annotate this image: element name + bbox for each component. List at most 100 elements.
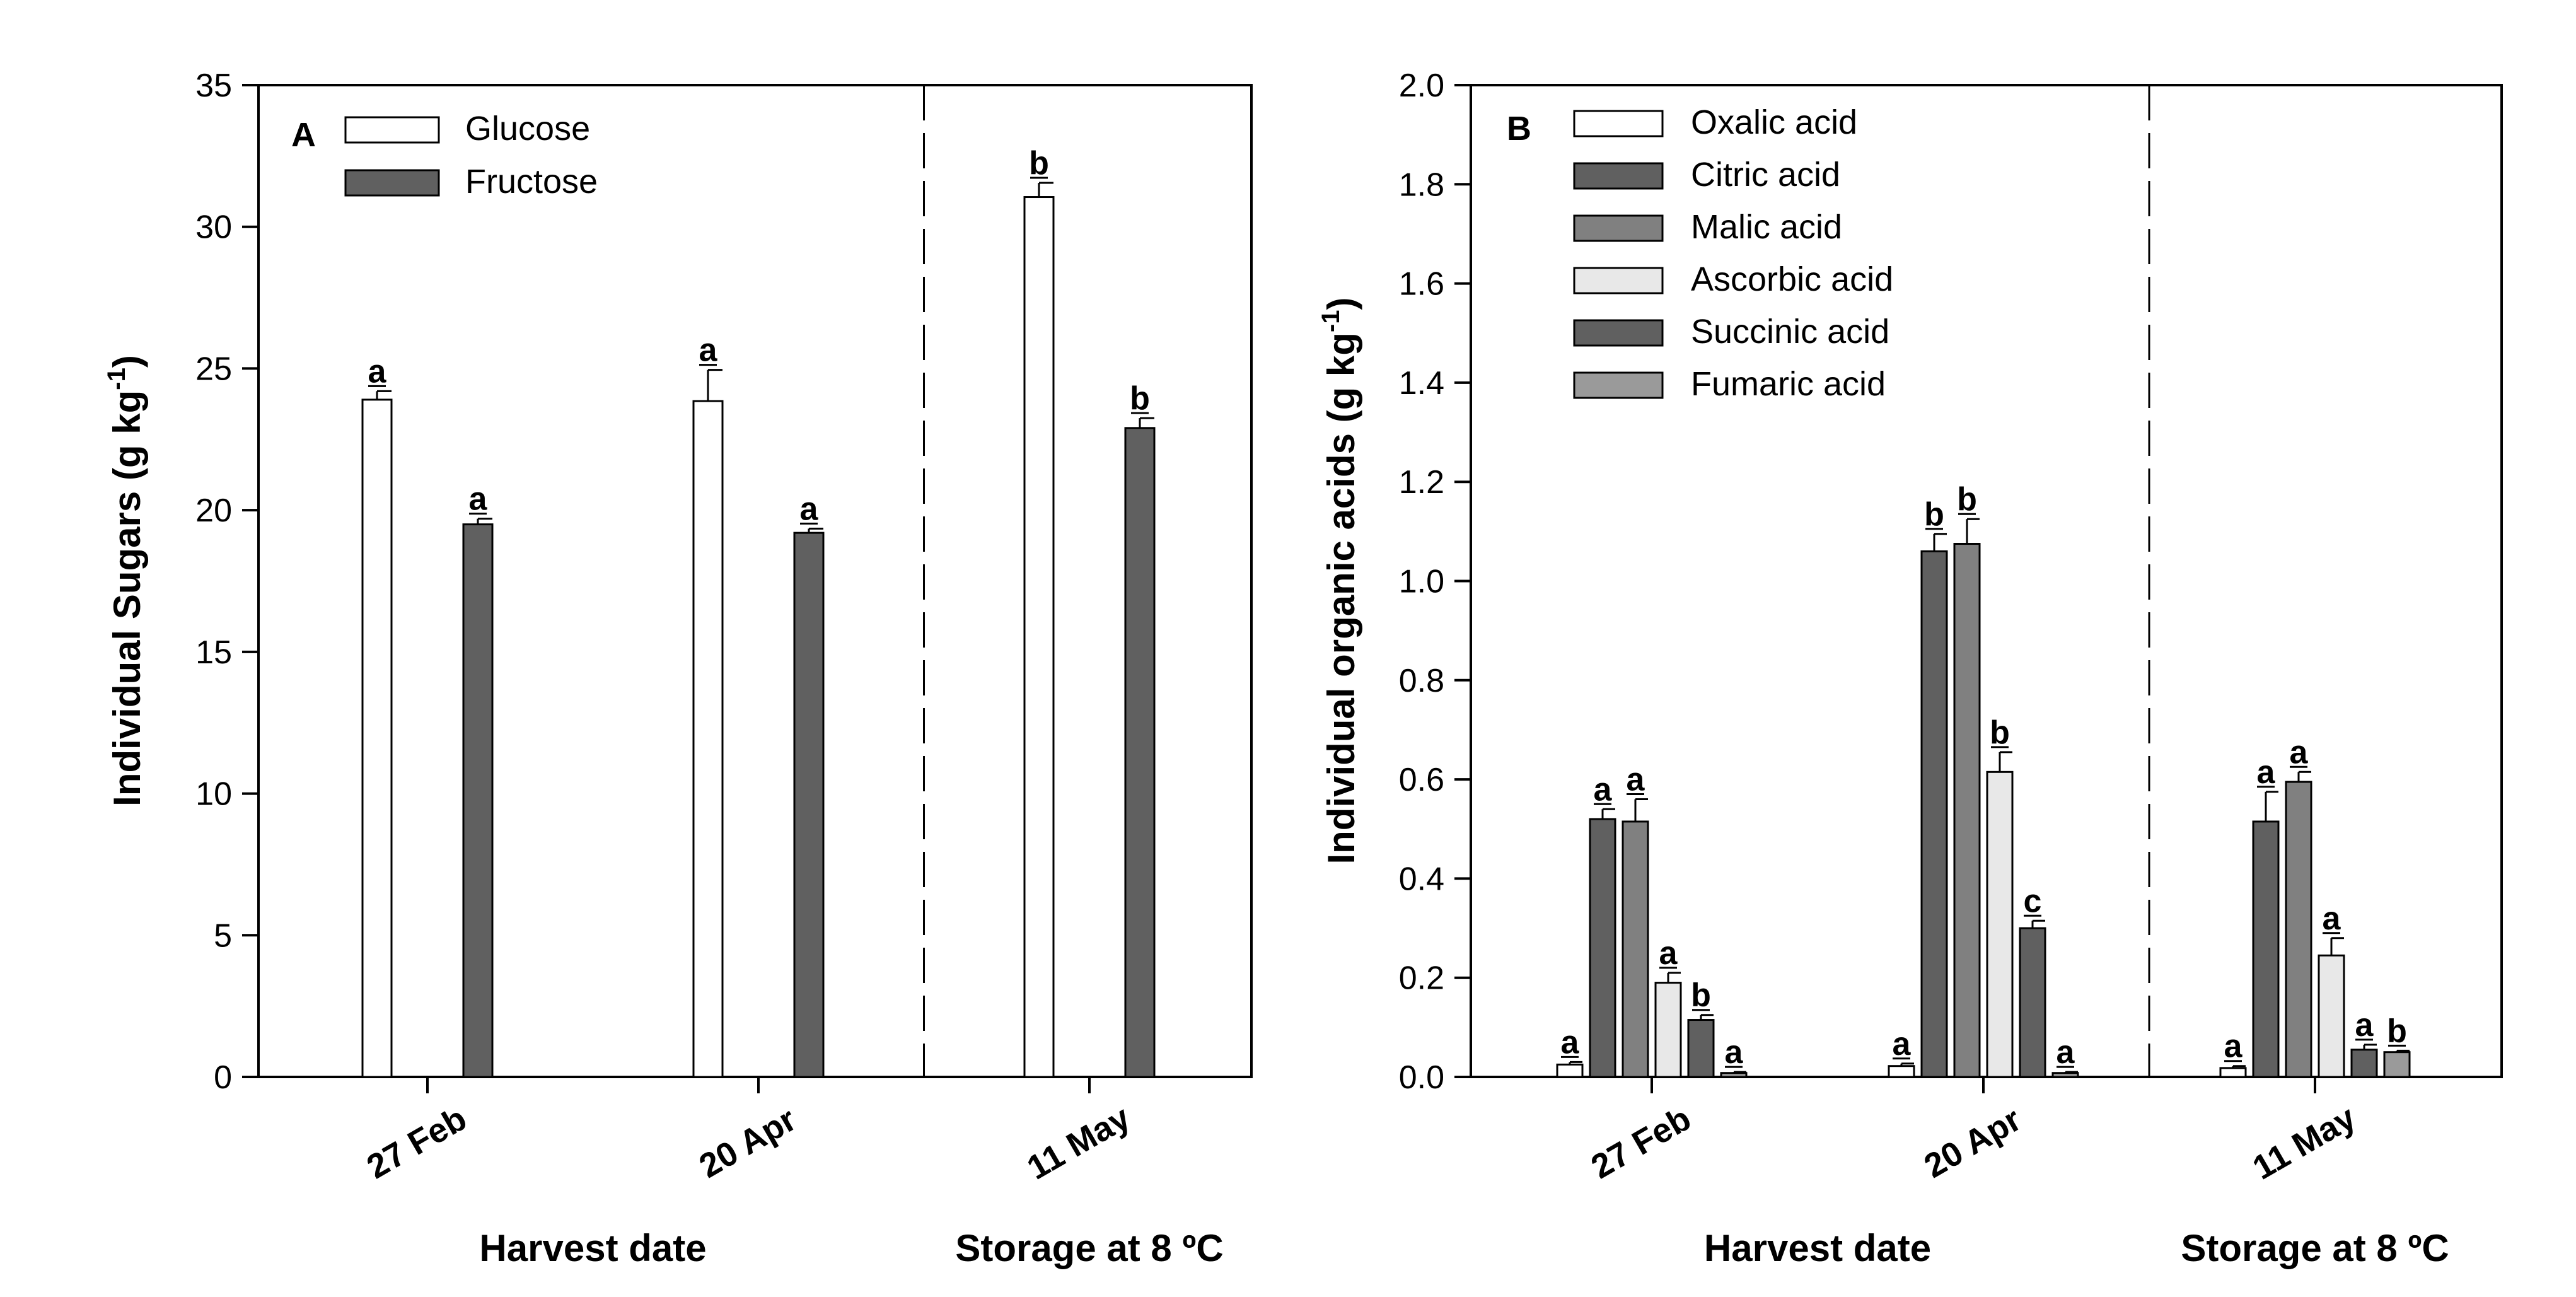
significance-letter: a <box>1725 1034 1744 1071</box>
bar-succinic-acid <box>2019 927 2046 1078</box>
legend-label: Citric acid <box>1691 156 1840 194</box>
x-group-label: Storage at 8 ºC <box>955 1227 1223 1269</box>
y-tick-label: 0.8 <box>1399 663 1444 699</box>
bar-malic-acid <box>2285 781 2312 1078</box>
legend-swatch <box>344 116 440 144</box>
significance-letter: b <box>2387 1013 2407 1049</box>
x-tick-label: 11 May <box>1021 1098 1136 1187</box>
y-axis-title-sup: -1 <box>1317 310 1345 332</box>
panel-letter: A <box>291 116 316 154</box>
bar-fructose <box>793 532 825 1078</box>
bar-fumaric-acid <box>1720 1072 1748 1078</box>
significance-letter: a <box>1659 935 1678 972</box>
bar-citric-acid <box>2252 820 2280 1078</box>
bar-ascorbic-acid <box>1654 982 1682 1078</box>
y-tick-label: 5 <box>214 917 232 954</box>
y-axis-title-close: ) <box>106 355 148 368</box>
y-tick-label: 25 <box>195 351 232 387</box>
significance-letter: a <box>2323 900 2341 937</box>
y-axis-title: Individual Sugars (g kg-1) <box>103 355 148 806</box>
x-group-label: Harvest date <box>1704 1227 1931 1269</box>
significance-letter: a <box>800 491 819 527</box>
legend-swatch <box>1573 110 1664 137</box>
bar-oxalic-acid <box>2219 1067 2247 1078</box>
legend-swatch <box>1573 371 1664 399</box>
x-group-label: Storage at 8 ºC <box>2181 1227 2449 1269</box>
significance-letter: a <box>1594 771 1613 808</box>
panel-b: 0.0 0.2 0.4 0.6 0.8 1.0 1.2 1.4 1.6 1.8 2.0 Individ… <box>1317 67 2503 1269</box>
bar-fumaric-acid <box>2051 1072 2079 1078</box>
y-tick-label: 0.2 <box>1399 960 1444 997</box>
bar-fructose <box>462 523 494 1078</box>
bar-citric-acid <box>1589 818 1616 1078</box>
bar-citric-acid <box>1920 550 1948 1078</box>
plot-frame <box>257 84 1253 1078</box>
bar-ascorbic-acid <box>2318 954 2345 1078</box>
x-tick-label: 20 Apr <box>693 1100 803 1185</box>
y-tick-label: 15 <box>195 634 232 671</box>
x-tick-label: 11 May <box>2246 1098 2362 1187</box>
legend-label: Oxalic acid <box>1691 103 1857 141</box>
y-axis-title-close: ) <box>1320 297 1362 310</box>
bar-malic-acid <box>1622 820 1649 1078</box>
significance-letter: b <box>1029 145 1049 182</box>
panel-letter: B <box>1507 110 1531 148</box>
x-group-label: Harvest date <box>479 1227 706 1269</box>
significance-letter: a <box>2257 754 2276 791</box>
x-tick-label: 27 Feb <box>361 1100 473 1187</box>
significance-letter: a <box>2057 1034 2075 1071</box>
y-tick-label: 0.6 <box>1399 762 1444 798</box>
y-tick-label: 0.4 <box>1399 861 1444 897</box>
significance-letter: b <box>1130 380 1150 417</box>
y-axis-title: Individual organic acids (g kg-1) <box>1317 297 1362 864</box>
significance-letter: a <box>469 481 488 518</box>
significance-letter: b <box>1924 496 1944 533</box>
legend-label: Malic acid <box>1691 208 1842 246</box>
bar-oxalic-acid <box>1556 1063 1584 1078</box>
significance-letter: a <box>368 353 387 390</box>
legend-label: Ascorbic acid <box>1691 260 1893 298</box>
y-tick-label: 30 <box>195 209 232 246</box>
significance-letter: a <box>699 332 718 369</box>
significance-letter: b <box>1691 977 1711 1014</box>
bar-ascorbic-acid <box>1986 771 2014 1078</box>
x-tick-label: 27 Feb <box>1585 1100 1697 1187</box>
bar-glucose <box>1023 196 1055 1078</box>
bar-glucose <box>692 400 724 1078</box>
y-tick-label: 1.4 <box>1399 365 1444 402</box>
significance-letter: b <box>1957 481 1977 518</box>
legend-swatch <box>1573 214 1664 242</box>
y-tick-label: 1.0 <box>1399 564 1444 600</box>
y-tick-label: 1.8 <box>1399 166 1444 203</box>
x-tick-label: 20 Apr <box>1918 1100 2028 1185</box>
bar-malic-acid <box>1953 543 1981 1078</box>
significance-letter: a <box>1627 762 1645 798</box>
significance-letter: a <box>2290 734 2309 771</box>
y-axis-title-text: Individual organic acids (g kg <box>1320 332 1362 864</box>
y-tick-label: 20 <box>195 492 232 529</box>
y-tick-label: 35 <box>195 67 232 104</box>
bar-fumaric-acid <box>2383 1051 2411 1078</box>
legend-swatch <box>344 169 440 197</box>
legend-label: Fructose <box>465 163 598 201</box>
legend-label: Fumaric acid <box>1691 365 1886 403</box>
panel-a: 0 5 10 15 20 25 30 35 Individual Sugars (g kg-1)… <box>103 67 1253 1269</box>
legend-swatch <box>1573 162 1664 190</box>
significance-letter: c <box>2024 883 2042 919</box>
y-axis-title-sup: -1 <box>103 368 131 390</box>
y-tick-label: 0.0 <box>1399 1059 1444 1096</box>
y-tick-label: 0 <box>214 1059 232 1096</box>
y-tick-label: 2.0 <box>1399 67 1444 104</box>
legend-swatch <box>1573 319 1664 347</box>
legend-label: Succinic acid <box>1691 313 1889 351</box>
legend-label: Glucose <box>465 110 590 148</box>
y-tick-label: 1.2 <box>1399 464 1444 501</box>
bar-fructose <box>1124 427 1156 1078</box>
significance-letter: b <box>1990 714 2010 751</box>
legend-swatch <box>1573 267 1664 294</box>
significance-letter: a <box>1893 1026 1912 1062</box>
bar-succinic-acid <box>1687 1019 1715 1078</box>
bar-succinic-acid <box>2350 1049 2378 1078</box>
bar-glucose <box>361 398 393 1078</box>
